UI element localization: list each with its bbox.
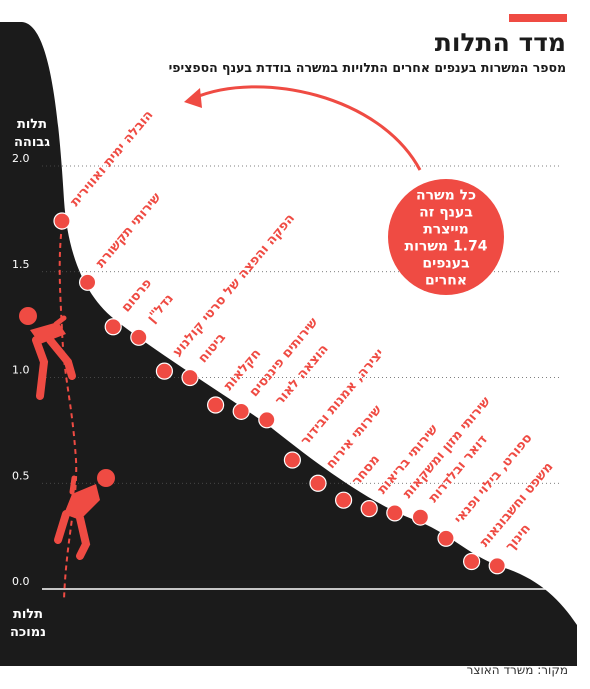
y-label-high-line1: תלות [17,117,47,132]
data-point [335,491,353,509]
y-label-high-line2: גבוהה [14,135,50,150]
y-label-low-line1: תלות [13,607,43,622]
page-title: מדד התלות [434,28,566,57]
gridlines [42,165,580,590]
data-point [386,504,404,522]
data-points [53,212,506,575]
category-label: שירותי תקשורת [93,190,164,271]
climber-high-icon [19,307,76,400]
category-label: הובלה ימית ואווירית [68,108,157,210]
y-axis-labels: תלות גבוהה תלות נמוכה [10,117,50,640]
annotation-line: כל משרה [416,188,476,204]
y-axis-ticks: 0.0 0.5 1.0 1.5 2.0 [12,152,30,588]
data-point [104,318,122,336]
annotation-arrowhead [184,88,202,108]
data-point [488,557,506,575]
annotation-line: בענף זה [419,205,473,221]
data-point [411,508,429,526]
data-point [181,368,199,387]
y-tick-label: 0.0 [12,575,30,588]
climber-low-icon [54,469,115,560]
data-point [258,411,276,429]
data-point [78,273,97,291]
annotation-line: בענפים [422,256,469,272]
page-subtitle: מספר המשרות בענפים אחרים התלויות במשרה ב… [168,60,566,75]
category-label: ספורט, בילוי ופנאי [452,431,536,527]
y-tick-label: 1.5 [12,258,30,271]
data-point [155,362,173,380]
data-point [283,451,301,469]
y-label-low-line2: נמוכה [10,625,46,640]
y-tick-label: 2.0 [12,152,30,165]
data-point [360,500,378,518]
annotation-line: אחרים [425,273,467,289]
data-point [232,402,250,420]
climbing-rope [58,224,78,601]
annotation-arrow [193,85,422,171]
data-point [53,212,71,230]
data-point [309,474,327,492]
annotation-line: מייצרת [423,222,469,238]
category-label: הפקה והפצה של סרטי קולנוע [170,211,298,360]
data-point [437,529,455,547]
source-note: מקור: משרד האוצר [466,663,568,677]
title-accent-bar [509,14,567,22]
y-tick-label: 1.0 [12,364,30,377]
category-label: נדל"ן [144,291,176,326]
data-point [130,328,148,346]
data-point [463,552,481,571]
annotation-line: 1.74 משרות [405,239,488,255]
dark-area-background [0,22,577,666]
data-point [207,396,225,414]
annotation-circle [388,179,504,295]
y-tick-label: 0.5 [12,469,30,482]
